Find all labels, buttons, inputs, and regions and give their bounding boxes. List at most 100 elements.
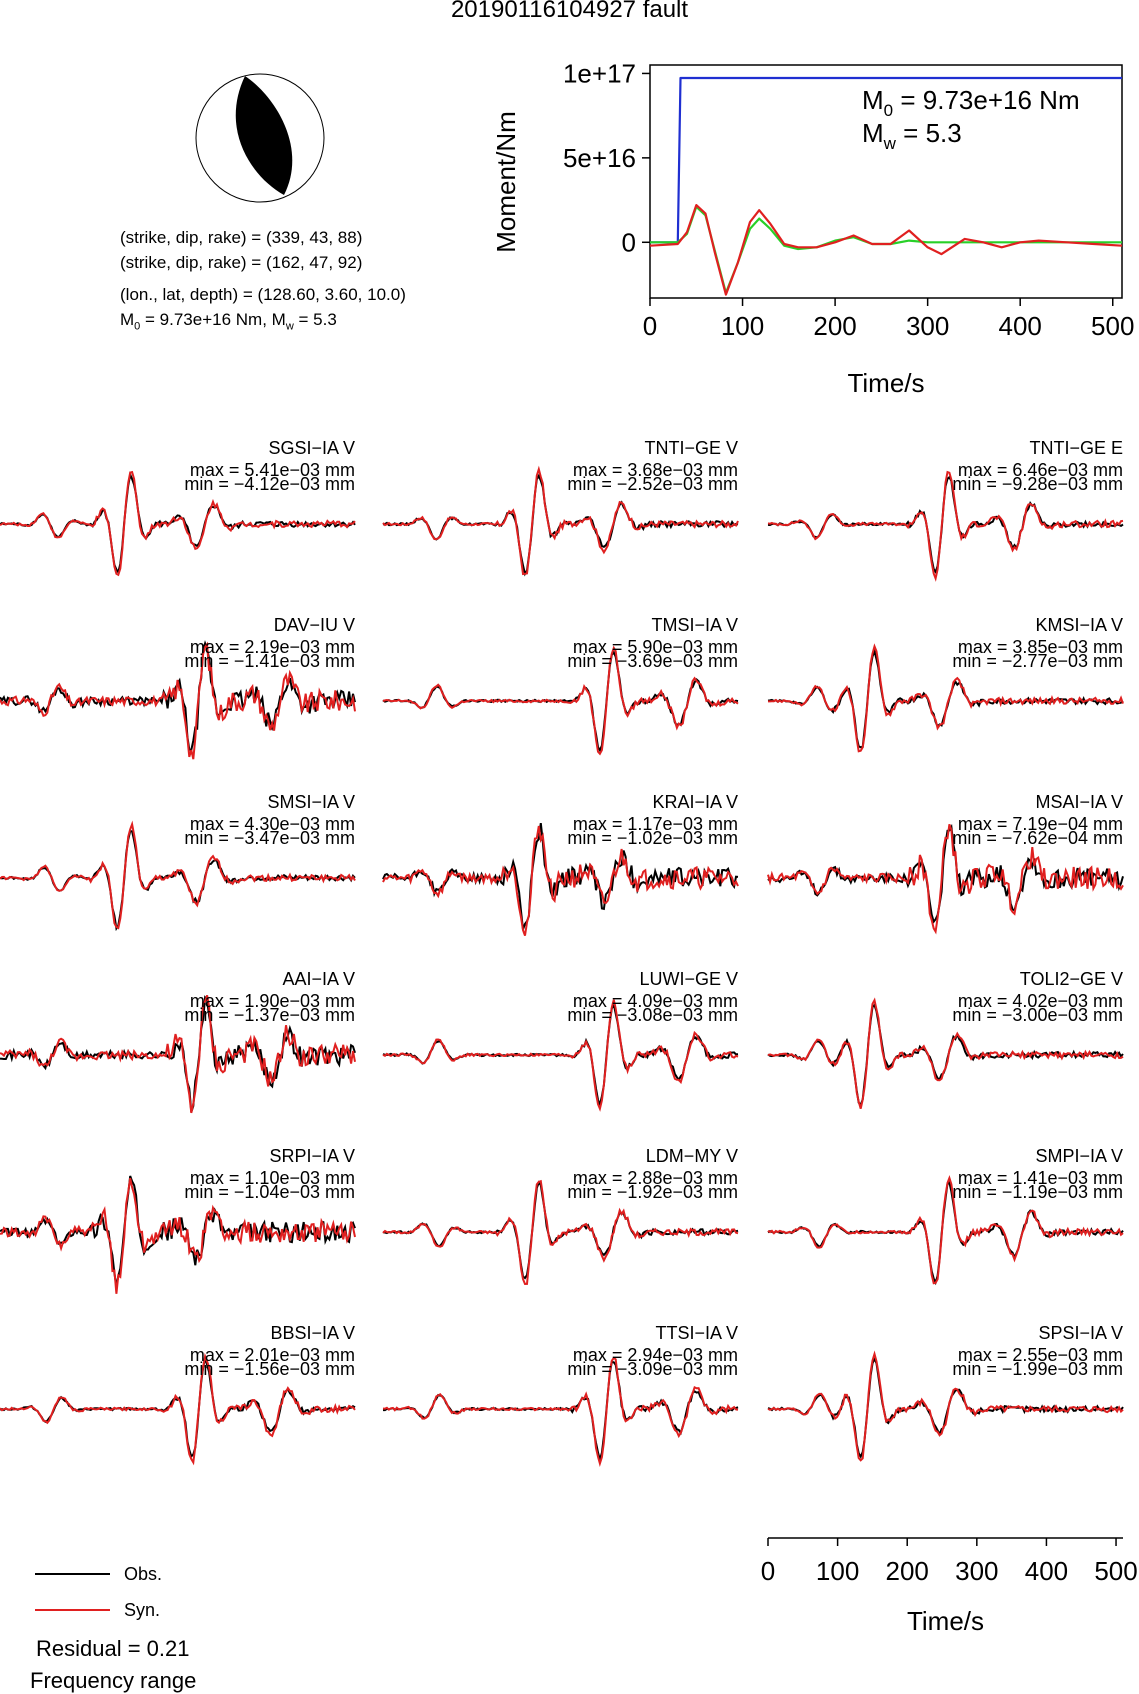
syn-trace bbox=[382, 999, 739, 1112]
station-max: max = 2.01e−03 mm bbox=[190, 1345, 355, 1365]
station-name: SMSI−IA V bbox=[267, 792, 355, 812]
station-min: min = −3.69e−03 mm bbox=[567, 651, 738, 671]
station-min: min = −1.02e−03 mm bbox=[567, 828, 738, 848]
time-tick-label: 0 bbox=[761, 1556, 775, 1586]
frequency-range-text: Frequency range bbox=[30, 1668, 197, 1693]
station-max: max = 7.19e−04 mm bbox=[958, 814, 1123, 834]
station-min: min = −7.62e−04 mm bbox=[952, 828, 1123, 848]
nodal-plane-1: (strike, dip, rake) = (339, 43, 88) bbox=[120, 228, 363, 247]
station-max: max = 3.85e−03 mm bbox=[958, 637, 1123, 657]
m0-subscript: 0 bbox=[134, 320, 141, 333]
station-name: TNTI−GE V bbox=[644, 440, 738, 458]
station-name: TTSI−IA V bbox=[655, 1323, 738, 1343]
station-min: min = −1.56e−03 mm bbox=[184, 1359, 355, 1379]
syn-trace bbox=[767, 823, 1124, 935]
station-name: SRPI−IA V bbox=[269, 1146, 355, 1166]
station-name: SGSI−IA V bbox=[268, 440, 355, 458]
station-max: max = 4.02e−03 mm bbox=[958, 991, 1123, 1011]
station-name: SMPI−IA V bbox=[1035, 1146, 1123, 1166]
station-min: min = −9.28e−03 mm bbox=[952, 474, 1123, 494]
mw-value: = 5.3 bbox=[293, 310, 337, 329]
station-min: min = −3.00e−03 mm bbox=[952, 1005, 1123, 1025]
y-tick-label: 5e+16 bbox=[563, 143, 636, 173]
syn-trace bbox=[0, 1177, 356, 1294]
station-max: max = 4.09e−03 mm bbox=[573, 991, 738, 1011]
moment-series-1 bbox=[650, 205, 1122, 294]
time-tick-label: 400 bbox=[1025, 1556, 1068, 1586]
station-name: TMSI−IA V bbox=[651, 615, 738, 635]
station-name: TNTI−GE E bbox=[1029, 440, 1123, 458]
time-tick-label: 200 bbox=[886, 1556, 929, 1586]
x-tick-label: 200 bbox=[813, 311, 856, 341]
station-min: min = −1.37e−03 mm bbox=[184, 1005, 355, 1025]
station-max: max = 1.90e−03 mm bbox=[190, 991, 355, 1011]
station-name: KRAI−IA V bbox=[652, 792, 738, 812]
moment-series-2 bbox=[649, 204, 1123, 296]
station-name: LUWI−GE V bbox=[639, 969, 738, 989]
legend-obs-label: Obs. bbox=[124, 1564, 163, 1584]
station-min: min = −3.09e−03 mm bbox=[567, 1359, 738, 1379]
moment-summary: M0 = 9.73e+16 Nm, Mw = 5.3 bbox=[120, 310, 337, 336]
station-name: AAI−IA V bbox=[282, 969, 355, 989]
syn-trace bbox=[768, 643, 1124, 753]
station-max: max = 6.46e−03 mm bbox=[958, 460, 1123, 480]
syn-trace bbox=[382, 825, 739, 936]
station-max: max = 5.90e−03 mm bbox=[573, 637, 738, 657]
station-name: MSAI−IA V bbox=[1035, 792, 1123, 812]
station-min: min = −1.99e−03 mm bbox=[952, 1359, 1123, 1379]
m0-prefix: M bbox=[120, 310, 135, 329]
m0-value: = 9.73e+16 Nm, M bbox=[140, 310, 286, 329]
station-name: BBSI−IA V bbox=[270, 1323, 355, 1343]
station-min: min = −3.47e−03 mm bbox=[184, 828, 355, 848]
station-max: max = 2.19e−03 mm bbox=[190, 637, 355, 657]
x-tick-label: 500 bbox=[1091, 311, 1134, 341]
mw-annotation: Mw = 5.3 bbox=[862, 118, 962, 153]
station-name: KMSI−IA V bbox=[1035, 615, 1123, 635]
station-max: max = 4.30e−03 mm bbox=[190, 814, 355, 834]
station-min: min = −1.19e−03 mm bbox=[952, 1182, 1123, 1202]
station-name: TOLI2−GE V bbox=[1020, 969, 1123, 989]
station-max: max = 5.41e−03 mm bbox=[190, 460, 355, 480]
x-axis-label: Time/s bbox=[847, 368, 924, 398]
syn-trace bbox=[382, 1179, 739, 1286]
syn-trace bbox=[382, 465, 739, 576]
nodal-plane-2: (strike, dip, rake) = (162, 47, 92) bbox=[120, 253, 363, 272]
station-max: max = 2.55e−03 mm bbox=[958, 1345, 1123, 1365]
syn-trace bbox=[767, 1174, 1124, 1285]
y-axis-label: Moment/Nm bbox=[491, 111, 521, 253]
station-name: LDM−MY V bbox=[646, 1146, 738, 1166]
station-min: min = −3.08e−03 mm bbox=[567, 1005, 738, 1025]
syn-trace bbox=[0, 1352, 356, 1466]
y-tick-label: 0 bbox=[622, 227, 636, 257]
station-min: min = −4.12e−03 mm bbox=[184, 474, 355, 494]
y-tick-label: 1e+17 bbox=[563, 58, 636, 88]
beachball-icon bbox=[195, 73, 325, 203]
time-tick-label: 500 bbox=[1094, 1556, 1137, 1586]
station-max: max = 1.10e−03 mm bbox=[190, 1168, 355, 1188]
obs-trace bbox=[0, 995, 356, 1113]
m0-annotation: M0 = 9.73e+16 Nm bbox=[862, 85, 1080, 120]
syn-trace bbox=[0, 470, 356, 577]
x-tick-label: 0 bbox=[643, 311, 657, 341]
figure-title: 20190116104927 fault bbox=[450, 0, 689, 23]
station-min: min = −1.92e−03 mm bbox=[567, 1182, 738, 1202]
station-max: max = 2.88e−03 mm bbox=[573, 1168, 738, 1188]
x-tick-label: 400 bbox=[999, 311, 1042, 341]
station-min: min = −2.52e−03 mm bbox=[567, 474, 738, 494]
